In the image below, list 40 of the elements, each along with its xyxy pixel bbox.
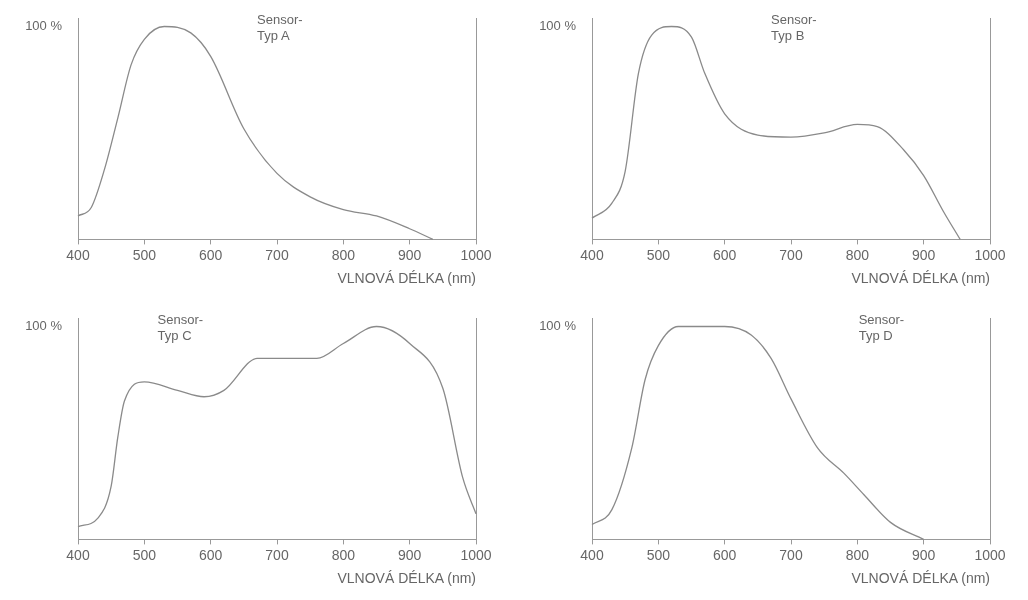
y-axis-title: 100 %: [25, 318, 63, 334]
x-tick-label: 1000: [460, 246, 492, 263]
x-tick-label: 800: [845, 246, 870, 263]
x-axis-title: VLNOVÁ DÉLKA (nm): [337, 570, 476, 587]
x-tick-label: 500: [132, 246, 157, 263]
x-tick-label: 900: [397, 546, 422, 563]
x-tick-label: 600: [712, 546, 737, 563]
x-tick-label: 800: [331, 246, 356, 263]
x-axis-title: VLNOVÁ DÉLKA (nm): [851, 570, 990, 587]
x-tick-label: 900: [911, 246, 936, 263]
x-axis-title: VLNOVÁ DÉLKA (nm): [851, 270, 990, 287]
x-tick-label: 700: [779, 546, 803, 563]
x-tick-label: 700: [265, 246, 289, 263]
x-tick-label: 800: [331, 546, 356, 563]
x-axis-title: VLNOVÁ DÉLKA (nm): [337, 270, 476, 287]
x-tick-label: 500: [646, 246, 671, 263]
x-tick-label: 400: [66, 546, 90, 563]
x-tick-label: 400: [580, 546, 604, 563]
annotation: Sensor- Typ D: [858, 312, 905, 344]
annotation: Sensor- Typ B: [771, 12, 817, 44]
y-axis-title: 100 %: [539, 318, 577, 334]
x-tick-label: 900: [911, 546, 936, 563]
x-tick-label: 1000: [460, 546, 492, 563]
x-tick-label: 1000: [974, 546, 1006, 563]
x-tick-label: 400: [580, 246, 604, 263]
annotation: Sensor- Typ C: [157, 312, 204, 344]
x-tick-label: 500: [646, 546, 671, 563]
x-tick-label: 400: [66, 246, 90, 263]
x-tick-label: 700: [779, 246, 803, 263]
x-tick-label: 1000: [974, 246, 1006, 263]
x-tick-label: 600: [712, 246, 737, 263]
x-tick-label: 800: [845, 546, 870, 563]
annotation: Sensor- Typ A: [257, 12, 303, 44]
y-axis-title: 100 %: [539, 18, 577, 34]
x-tick-label: 600: [198, 246, 223, 263]
y-axis-title: 100 %: [25, 18, 63, 34]
x-tick-label: 700: [265, 546, 289, 563]
x-tick-label: 900: [397, 246, 422, 263]
x-tick-label: 500: [132, 546, 157, 563]
x-tick-label: 600: [198, 546, 223, 563]
